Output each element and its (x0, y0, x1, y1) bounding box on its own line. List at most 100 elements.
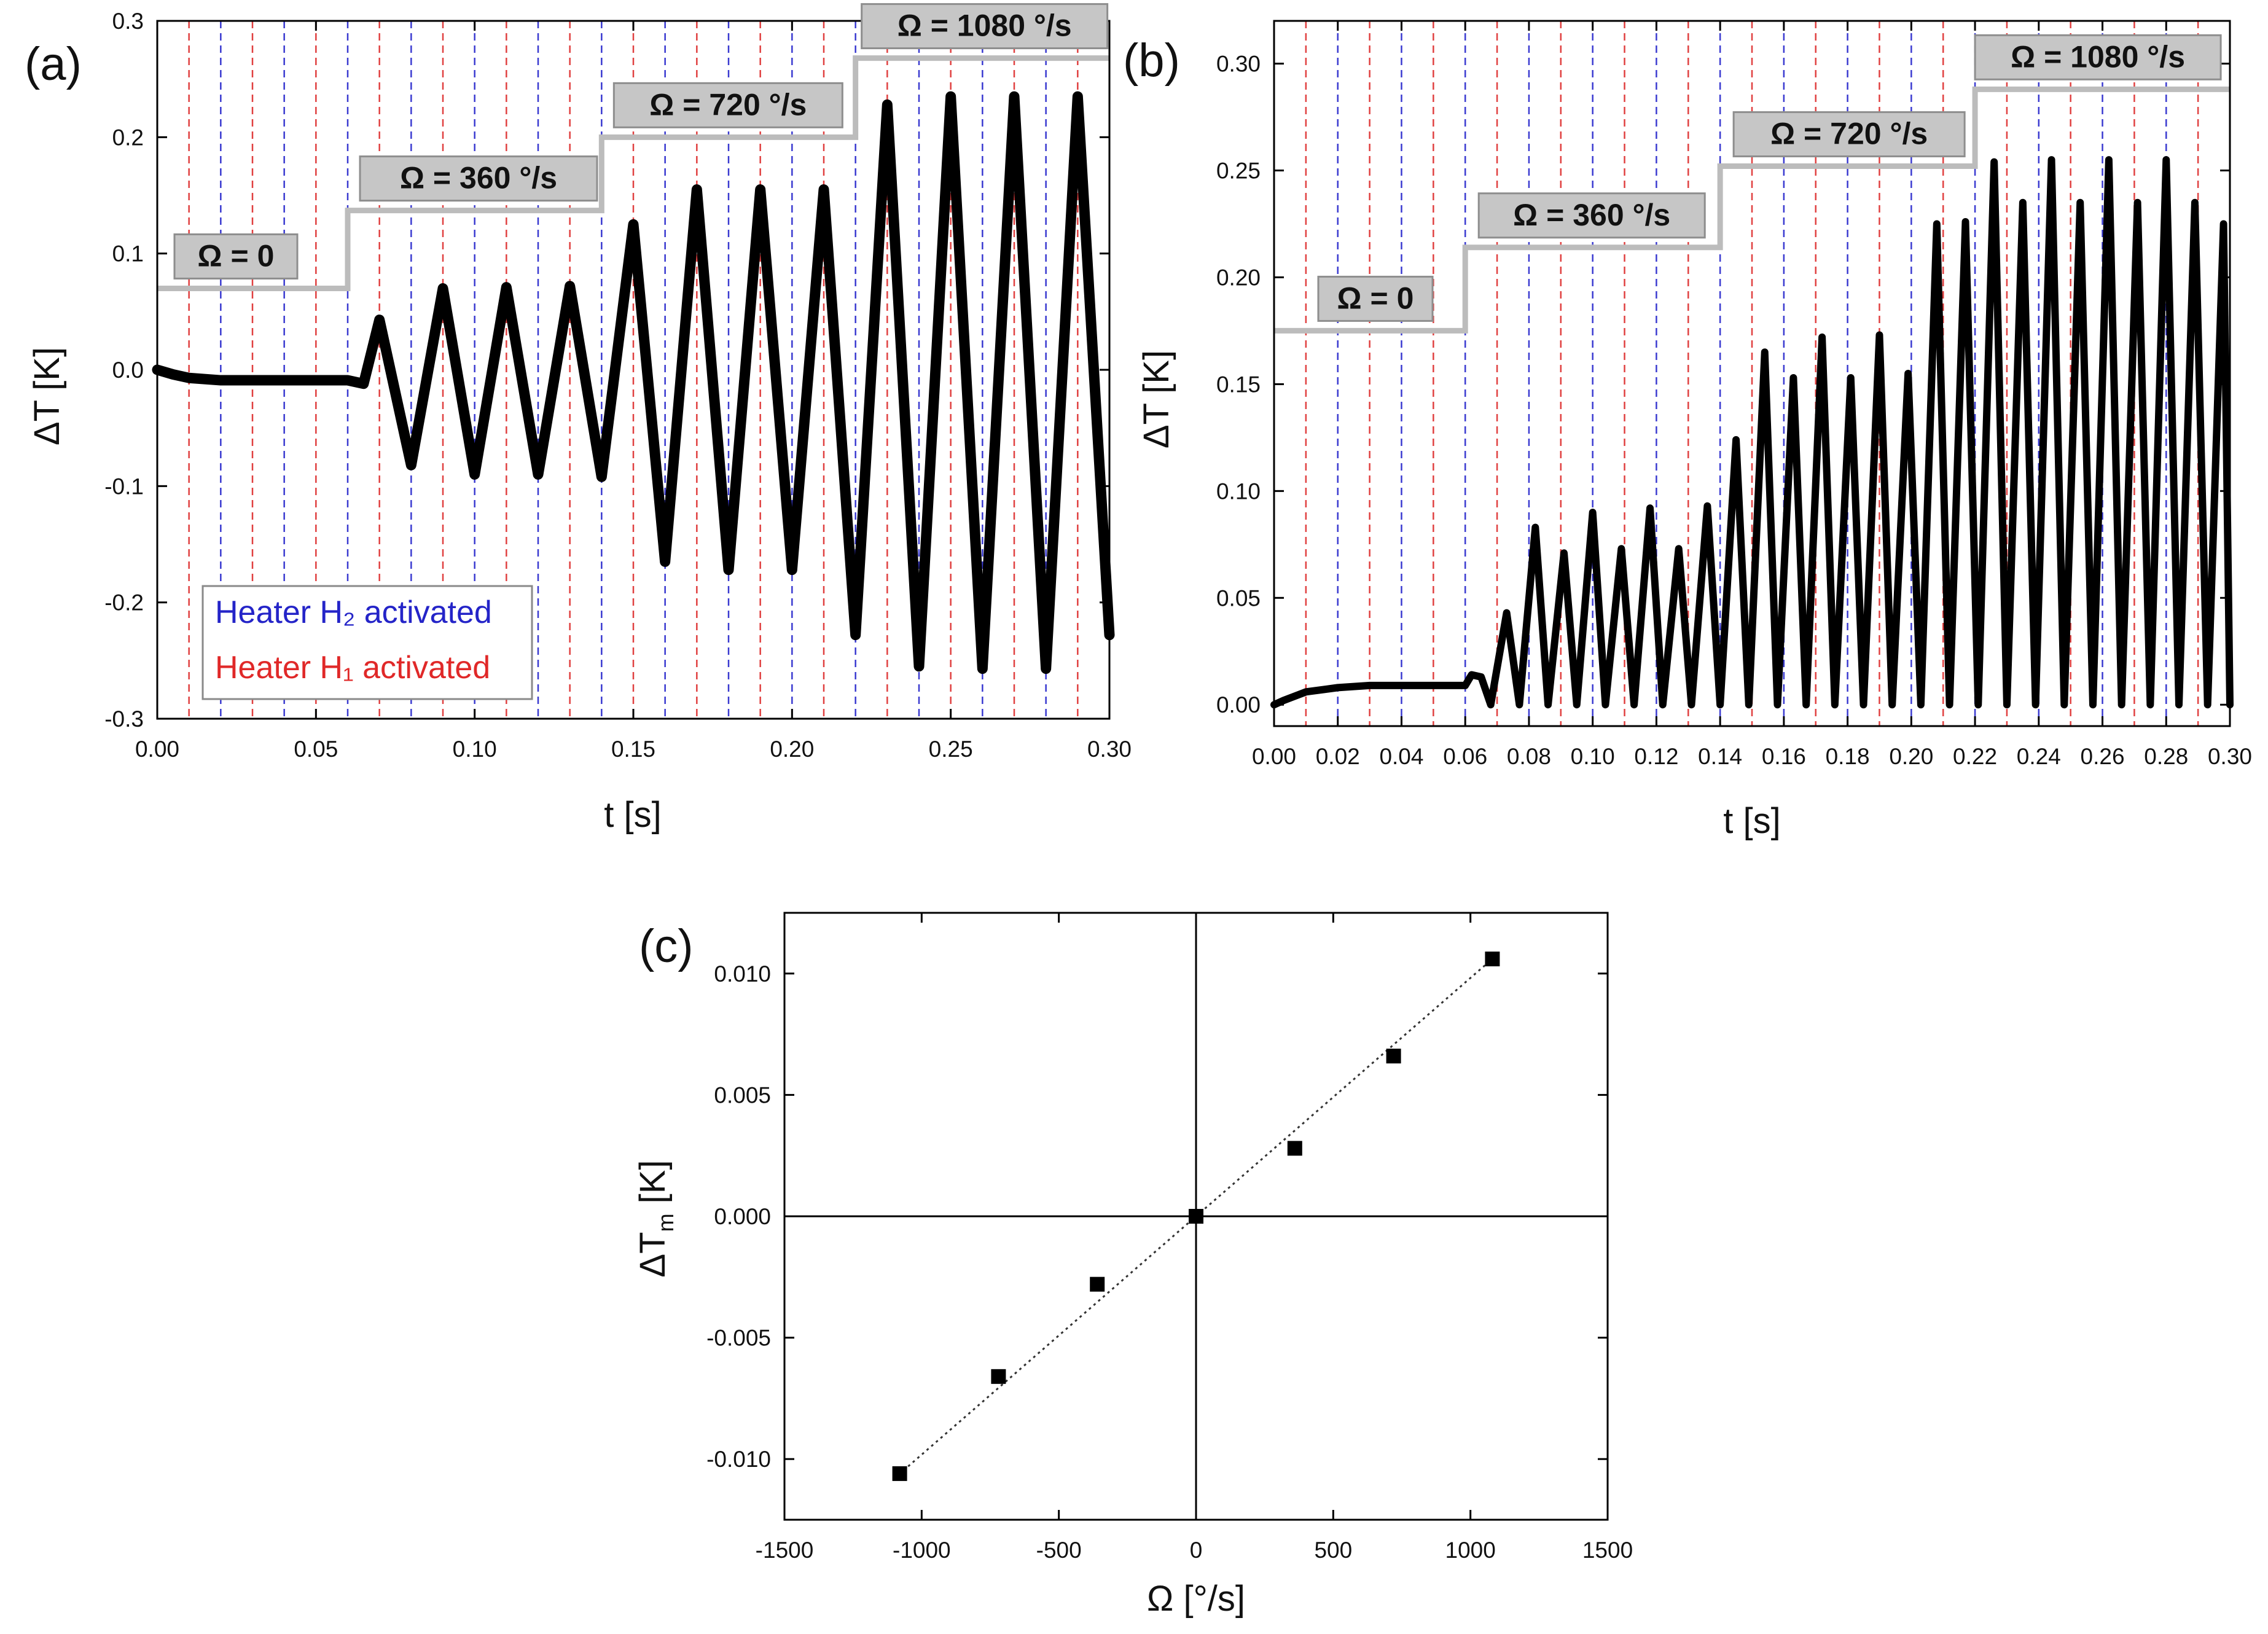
omega-box (173, 233, 299, 280)
x-tick-label: 0.30 (2208, 744, 2252, 769)
omega-box (1477, 192, 1706, 239)
omega-step-line (157, 55, 1109, 291)
x-tick-label: 0.02 (1316, 744, 1360, 769)
panel-a-label: (a) (25, 38, 82, 90)
omega-box (1732, 111, 1966, 158)
omega-box-label: Ω = 360 °/s (1513, 198, 1670, 232)
panel-b-chart: 0.00 0.02 0.04 0.06 0.08 0.10 0.12 0.14 0.16 0.18… (1123, 20, 2252, 841)
panel-a-series (152, 55, 1115, 674)
x-tick-label: 0.20 (1889, 744, 1933, 769)
x-tick-label: 1000 (1445, 1538, 1496, 1563)
panel-b-ticks: 0.00 0.02 0.04 0.06 0.08 0.10 0.12 0.14 0.16 0.18… (1216, 21, 2252, 769)
x-tick-label: 0.14 (1698, 744, 1742, 769)
panel-a-omega-boxes: Ω = 0 Ω = 360 °/s Ω = 720 °/s Ω = 1080 °/s (173, 3, 1109, 280)
y-tick-label: 0.00 (1216, 692, 1261, 717)
panel-a-legend: Heater H₂ activated Heater H₁ activated (201, 585, 533, 700)
omega-box-label: Ω = 0 (198, 238, 275, 273)
y-tick-label: 0.010 (714, 961, 771, 987)
panel-b-ylabel: ΔT [K] (1136, 350, 1176, 448)
omega-box-label: Ω = 1080 °/s (2011, 39, 2185, 74)
panel-a-xlabel: t [s] (604, 795, 661, 835)
panel-b-frame (1273, 20, 2231, 727)
y-tick-label: 0.1 (112, 241, 144, 267)
x-tick-label: 0.20 (770, 737, 814, 762)
panel-b-omega-boxes: Ω = 0 Ω = 360 °/s Ω = 720 °/s Ω = 1080 °/s (1317, 34, 2222, 322)
y-tick-label: -0.1 (104, 474, 144, 499)
y-tick-label: -0.3 (104, 706, 144, 732)
x-tick-label: 0.00 (1252, 744, 1296, 769)
y-tick-label: 0.3 (112, 9, 144, 34)
legend-h2: Heater H₂ activated (215, 595, 492, 630)
panel-c-xlabel: Ω [°/s] (1147, 1579, 1245, 1619)
x-tick-label: 0.25 (929, 737, 973, 762)
y-tick-label: 0.20 (1216, 265, 1261, 290)
x-tick-label: 0.05 (294, 737, 338, 762)
omega-box (612, 82, 843, 128)
x-tick-label: -1000 (893, 1538, 951, 1563)
y-tick-label: -0.005 (706, 1326, 771, 1351)
x-tick-label: 0.26 (2081, 744, 2125, 769)
panel-c-series (892, 952, 1500, 1481)
data-point (991, 1369, 1006, 1384)
data-point (1090, 1276, 1105, 1292)
panel-a-chart: 0.00 0.05 0.10 0.15 0.20 0.25 0.30 -0.3 -0.2 -0.1… (25, 3, 1132, 835)
data-point (1386, 1049, 1401, 1064)
y-tick-label: 0.10 (1216, 479, 1261, 504)
panel-a-ylabel: ΔT [K] (27, 347, 67, 445)
panel-c-label: (c) (639, 920, 694, 972)
x-tick-label: -1500 (756, 1538, 814, 1563)
y-tick-label: 0.05 (1216, 585, 1261, 611)
omega-box (359, 155, 598, 202)
y-tick-label: 0.15 (1216, 372, 1261, 397)
y-tick-label: 0.25 (1216, 158, 1261, 184)
x-tick-label: 0.06 (1443, 744, 1487, 769)
data-point (1287, 1141, 1302, 1156)
x-tick-label: 0.22 (1953, 744, 1997, 769)
x-tick-label: 0.28 (2144, 744, 2188, 769)
x-tick-label: 0.08 (1507, 744, 1551, 769)
delta-t-signal (1270, 156, 2234, 709)
data-point (1189, 1209, 1203, 1224)
legend-h1: Heater H₁ activated (215, 650, 490, 686)
y-tick-label: 0.2 (112, 125, 144, 150)
y-tick-label: 0.0 (112, 358, 144, 383)
x-tick-label: 0.04 (1379, 744, 1423, 769)
omega-box (1974, 34, 2222, 80)
x-tick-label: 0.12 (1634, 744, 1678, 769)
panel-b-label: (b) (1123, 34, 1180, 87)
y-tick-label: -0.010 (706, 1447, 771, 1472)
x-tick-label: 0.30 (1087, 737, 1132, 762)
x-tick-label: 0.16 (1762, 744, 1806, 769)
panel-b-series (1270, 86, 2234, 709)
omega-box-label: Ω = 720 °/s (1770, 117, 1928, 151)
panel-a-ticks: 0.00 0.05 0.10 0.15 0.20 0.25 0.30 -0.3 -0.2 -0.1… (104, 9, 1132, 762)
panel-b-xlabel: t [s] (1723, 801, 1780, 841)
omega-box (1317, 275, 1434, 322)
data-point (892, 1466, 907, 1481)
legend-box (201, 585, 533, 700)
x-tick-label: 0.18 (1826, 744, 1870, 769)
x-tick-label: 0.15 (611, 737, 655, 762)
y-tick-label: 0.30 (1216, 52, 1261, 77)
delta-t-signal (152, 91, 1115, 674)
x-tick-label: 0.10 (453, 737, 497, 762)
y-tick-label: 0.005 (714, 1082, 771, 1108)
panel-c-chart: -1500 -1000 -500 0 500 1000 1500 -0.010 -0.005 0.… (633, 912, 1633, 1619)
omega-box-label: Ω = 360 °/s (400, 161, 557, 195)
panel-c-ylabel: ΔTm [K] (633, 1160, 678, 1277)
y-tick-label: 0.000 (714, 1204, 771, 1229)
x-tick-label: 0 (1190, 1538, 1203, 1563)
omega-box-label: Ω = 1080 °/s (897, 9, 1072, 43)
x-tick-label: 0.10 (1571, 744, 1615, 769)
panel-c-ticks: -1500 -1000 -500 0 500 1000 1500 -0.010 -0.005 0.… (706, 913, 1633, 1563)
data-point (1485, 952, 1500, 967)
omega-box-label: Ω = 0 (1337, 281, 1414, 315)
x-tick-label: 0.24 (2017, 744, 2061, 769)
x-tick-label: -500 (1036, 1538, 1082, 1563)
omega-box-label: Ω = 720 °/s (649, 87, 807, 122)
omega-step-line (1274, 86, 2230, 334)
x-tick-label: 0.00 (135, 737, 179, 762)
x-tick-label: 500 (1314, 1538, 1352, 1563)
omega-box (861, 3, 1109, 50)
